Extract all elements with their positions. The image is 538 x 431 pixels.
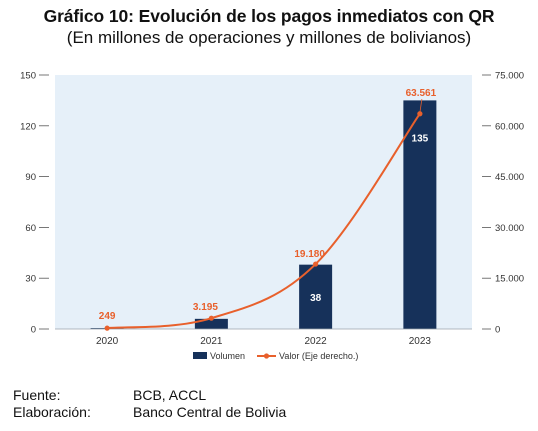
line-point [208,315,214,321]
left-tick-label: 0 [31,325,36,336]
x-tick-label: 2021 [200,336,223,347]
line-point [313,261,319,267]
right-tick-label: 60.000 [495,121,524,132]
left-tick-label: 90 [25,172,36,183]
plot-area [55,75,472,329]
bar-data-label: 135 [412,133,429,144]
elaboration-label: Elaboración: [13,404,91,420]
x-tick-label: 2020 [96,336,119,347]
source-label: Fuente: [13,387,61,403]
line-data-label: 249 [99,311,116,322]
line-data-label: 19.180 [294,249,325,260]
line-series-valor [107,113,421,330]
legend-swatch-valor-marker [263,353,270,359]
legend-label-valor: Valor (Eje derecho.) [279,351,358,361]
elaboration-value: Banco Central de Bolivia [133,404,287,420]
line-data-label: 3.195 [193,302,218,313]
chart-subtitle: (En millones de operaciones y millones d… [66,28,472,47]
right-tick-label: 30.000 [495,223,524,234]
x-tick-label: 2023 [409,336,432,347]
line-data-label: 63.561 [406,88,437,99]
source-value: BCB, ACCL [133,387,207,403]
label-leader-line [419,98,423,113]
bar [403,100,437,330]
line-point [417,111,423,117]
legend-swatch-volumen [193,352,207,359]
chart-title: Gráfico 10: Evolución de los pagos inmed… [43,6,495,26]
left-tick-label: 30 [25,274,36,285]
legend-label-volumen: Volumen [210,351,245,361]
right-tick-label: 45.000 [495,172,524,183]
right-tick-label: 15.000 [495,274,524,285]
left-tick-label: 120 [20,121,36,132]
right-tick-label: 75.000 [495,71,524,82]
x-tick-label: 2022 [305,336,328,347]
line-point [104,325,110,331]
right-tick-label: 0 [495,325,500,336]
bar-data-label: 38 [310,293,322,304]
bar [194,318,228,329]
left-tick-label: 150 [20,71,36,82]
left-tick-label: 60 [25,223,36,234]
